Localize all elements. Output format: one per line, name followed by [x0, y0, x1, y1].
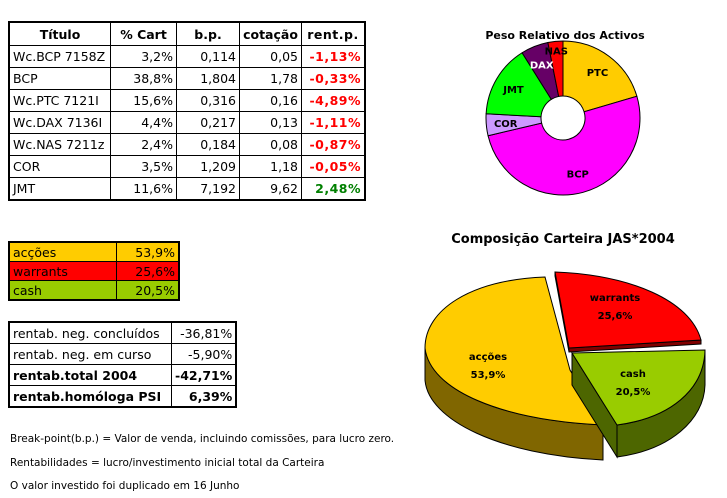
accoes-value: 53,9%	[471, 370, 506, 381]
cell-bp: 7,192	[176, 177, 240, 201]
returns-value: -42,71%	[171, 364, 237, 386]
returns-row-psi: rentab.homóloga PSI 6,39%	[8, 385, 237, 408]
returns-table: rentab. neg. concluídos -36,81% rentab. …	[8, 321, 238, 408]
note-breakpoint: Break-point(b.p.) = Valor de venda, incl…	[10, 433, 395, 445]
cell-cart: 11,6%	[110, 177, 177, 201]
returns-value: 6,39%	[171, 385, 237, 408]
allocation-value: 53,9%	[116, 241, 180, 262]
table-row: Wc.NAS 7211z 2,4% 0,184 0,08 -0,87%	[8, 133, 366, 156]
cell-cotacao: 1,78	[239, 67, 302, 90]
doughnut-labels: PTC BCP COR JMT DAX NAS	[494, 46, 608, 180]
allocation-row-accoes: acções 53,9%	[8, 241, 180, 262]
returns-label: rentab.total 2004	[8, 364, 172, 386]
holdings-header-row: Título % Cart b.p. cotação rent.p.	[8, 21, 366, 46]
cell-cart: 4,4%	[110, 111, 177, 134]
doughnut-label-cor: COR	[494, 119, 518, 130]
cell-cotacao: 0,16	[239, 89, 302, 112]
cell-bp: 0,114	[176, 45, 240, 68]
table-row: Wc.BCP 7158Z 3,2% 0,114 0,05 -1,13%	[8, 45, 366, 68]
cell-rent: -1,13%	[301, 45, 366, 68]
doughnut-slices	[485, 40, 641, 196]
doughnut-slice-ptc	[562, 40, 638, 113]
returns-value: -5,90%	[171, 343, 237, 365]
cell-bp: 1,209	[176, 155, 240, 178]
doughnut-slice-bcp	[487, 95, 641, 196]
doughnut-label-dax: DAX	[530, 61, 554, 72]
allocation-row-warrants: warrants 25,6%	[8, 261, 180, 281]
returns-row: rentab. neg. em curso -5,90%	[8, 343, 237, 365]
header-cart: % Cart	[110, 21, 177, 46]
doughnut-label-nas: NAS	[545, 46, 568, 57]
returns-row: rentab. neg. concluídos -36,81%	[8, 321, 237, 344]
cell-cotacao: 0,13	[239, 111, 302, 134]
cell-cotacao: 1,18	[239, 155, 302, 178]
warrants-value: 25,6%	[598, 311, 633, 322]
cell-cotacao: 9,62	[239, 177, 302, 201]
allocation-value: 25,6%	[116, 261, 180, 281]
note-rentabilidades: Rentabilidades = lucro/investimento inic…	[10, 457, 325, 469]
cell-rent: 2,48%	[301, 177, 366, 201]
cell-bp: 0,217	[176, 111, 240, 134]
returns-label: rentab. neg. concluídos	[8, 321, 172, 344]
allocation-label: warrants	[8, 261, 117, 281]
allocation-label: cash	[8, 280, 117, 301]
cell-cart: 3,2%	[110, 45, 177, 68]
cell-titulo: Wc.PTC 7121I	[8, 89, 111, 112]
accoes-label: acções	[469, 352, 507, 363]
cell-rent: -1,11%	[301, 111, 366, 134]
cell-rent: -0,33%	[301, 67, 366, 90]
cash-label: cash	[620, 369, 646, 380]
table-row: Wc.DAX 7136I 4,4% 0,217 0,13 -1,11%	[8, 111, 366, 134]
holdings-table: Título % Cart b.p. cotação rent.p. Wc.BC…	[8, 21, 366, 201]
cell-titulo: Wc.NAS 7211z	[8, 133, 111, 156]
table-row: JMT 11,6% 7,192 9,62 2,48%	[8, 177, 366, 201]
allocation-value: 20,5%	[116, 280, 180, 301]
cash-value: 20,5%	[616, 387, 651, 398]
composition-title: Composição Carteira JAS*2004	[451, 232, 675, 247]
doughnut-slice-jmt	[485, 52, 553, 118]
cell-cotacao: 0,08	[239, 133, 302, 156]
cell-cart: 2,4%	[110, 133, 177, 156]
table-row: COR 3,5% 1,209 1,18 -0,05%	[8, 155, 366, 178]
returns-row-total: rentab.total 2004 -42,71%	[8, 364, 237, 386]
doughnut-label-jmt: JMT	[502, 85, 524, 96]
warrants-slice	[554, 271, 702, 349]
doughnut-slice-nas	[547, 40, 564, 98]
cell-titulo: JMT	[8, 177, 111, 201]
doughnut-title: Peso Relativo dos Activos	[485, 29, 645, 42]
cell-rent: -0,87%	[301, 133, 366, 156]
doughnut-label-ptc: PTC	[587, 68, 609, 79]
doughnut-label-bcp: BCP	[567, 170, 589, 181]
warrants-label: warrants	[590, 293, 640, 304]
cash-slice	[571, 349, 706, 426]
allocation-table: acções 53,9% warrants 25,6% cash 20,5%	[8, 241, 180, 301]
allocation-row-cash: cash 20,5%	[8, 280, 180, 301]
note-investido: O valor investido foi duplicado em 16 Ju…	[10, 480, 240, 492]
cell-cotacao: 0,05	[239, 45, 302, 68]
accoes-slice	[424, 276, 604, 426]
returns-label: rentab.homóloga PSI	[8, 385, 172, 408]
cell-rent: -0,05%	[301, 155, 366, 178]
